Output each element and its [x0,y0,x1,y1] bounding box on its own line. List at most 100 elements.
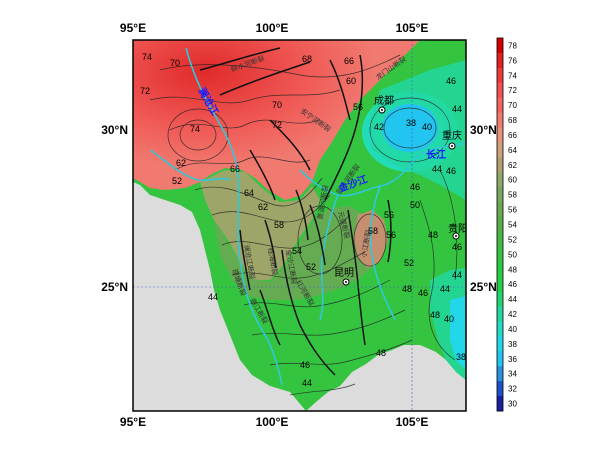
city-chongqing: 重庆 [442,129,462,150]
city-kunming: 昆明 [334,267,354,286]
contour-label: 44 [452,104,462,114]
contour-label: 48 [430,310,440,320]
colorbar-swatch [497,231,503,248]
colorbar-border [496,37,504,412]
colorbar-label: 60 [508,176,517,185]
lancang-river [185,47,283,386]
contour-label: 66 [230,164,240,174]
contour-label: 48 [402,284,412,294]
colorbar-swatch [497,276,503,293]
contour-label: 74 [190,124,200,134]
contour-label: 46 [452,242,462,252]
contour-label: 44 [432,164,442,174]
contour-label: 52 [404,258,414,268]
colorbar-label: 30 [508,400,517,409]
sichuan-basin-core [382,104,438,152]
contour-label: 72 [140,86,150,96]
contour-label: 62 [258,202,268,212]
contour-label: 46 [300,360,310,370]
top-lon-label: 95°E [120,21,146,35]
contour-label: 56 [353,102,363,112]
contour-label: 56 [386,230,396,240]
map-panel: 鲜水河断裂 龙门山断裂 安宁河断裂 则木河断裂 元谋断裂 普渡河断裂 澜沧江断裂… [133,40,468,411]
river-label-changjiang: 长江 [426,148,446,161]
colorbar-swatch [497,306,503,322]
colorbar-swatch [497,172,503,188]
colorbar-swatch [497,142,503,158]
colorbar-label: 34 [508,370,517,379]
contour-label: 44 [440,284,450,294]
contour-label: 48 [376,348,386,358]
city-guiyang: 贵阳 [448,222,468,240]
colorbar-label: 58 [508,191,517,200]
contour-label: 58 [274,220,284,230]
contour-label: 38 [406,118,416,128]
bottom-lon-label: 95°E [120,415,146,429]
city-label: 重庆 [442,129,462,142]
colorbar-label: 64 [508,146,517,155]
contour-label: 44 [302,378,312,388]
city-label: 昆明 [334,267,354,279]
colorbar-label: 68 [508,116,517,125]
colorbar-label: 56 [508,206,517,215]
colorbar-label: 78 [508,41,517,50]
colorbar-swatch [497,366,503,382]
colorbar-swatch [497,217,503,233]
contour-label: 62 [176,158,186,168]
high-value-zone [133,40,420,200]
colorbar-label: 40 [508,325,517,334]
top-lon-label: 105°E [396,21,429,35]
colorbar-label: 32 [508,385,517,394]
colorbar-label: 70 [508,101,517,110]
contour-label: 66 [344,56,354,66]
city-chengdu: 成都 [374,95,394,114]
colorbar-label: 50 [508,250,517,259]
contour-label: 68 [302,54,312,64]
colorbar-label: 74 [508,71,517,80]
colorbar-swatch [497,381,503,397]
contour-label: 42 [374,122,384,132]
colorbar-label: 76 [508,56,517,65]
contour-label: 44 [208,292,218,302]
contour-label: 46 [418,288,428,298]
contour-label: 52 [172,176,182,186]
contour-label: 74 [142,52,152,62]
contour-label: 40 [422,122,432,132]
right-lat-label: 25°N [470,280,497,294]
colorbar-swatch [497,112,503,129]
transition-band [200,170,320,280]
colorbar-swatch [497,157,503,173]
contour-label: 46 [446,76,456,86]
bottom-lon-label: 105°E [396,415,429,429]
contour-label: 48 [428,230,438,240]
colorbar-swatch [497,291,503,308]
contour-label: 64 [244,188,254,198]
contour-label: 50 [410,200,420,210]
colorbar: 78 76 74 72 70 68 66 64 62 60 58 56 54 52 50 48 46 44 42 40… [496,37,517,412]
colorbar-label: 66 [508,131,517,140]
contour-label: 56 [384,210,394,220]
contour-label: 38 [456,352,466,362]
colorbar-swatch [497,187,503,203]
contour-label: 52 [306,262,316,272]
colorbar-label: 46 [508,280,517,289]
colorbar-swatch [497,97,503,114]
transition-band-2 [214,206,384,300]
city-label: 成都 [374,95,394,107]
contour-label: 40 [444,314,454,324]
colorbar-swatch [497,336,503,352]
colorbar-swatch [497,52,503,69]
contour-label: 44 [452,270,462,280]
colorbar-label: 48 [508,265,517,274]
colorbar-label: 52 [508,235,517,244]
city-label: 贵阳 [448,222,468,235]
map-frame [132,39,467,412]
right-lat-label: 30°N [470,123,497,137]
southeast-core [450,296,466,370]
fault-lines [199,47,392,376]
contour-label: 70 [272,100,282,110]
changjiang-river [413,141,466,161]
colorbar-swatch [497,202,503,218]
colorbar-swatch [497,321,503,337]
contour-value-labels: 74 70 72 74 68 66 60 56 46 44 42 38 40 4… [140,52,466,388]
